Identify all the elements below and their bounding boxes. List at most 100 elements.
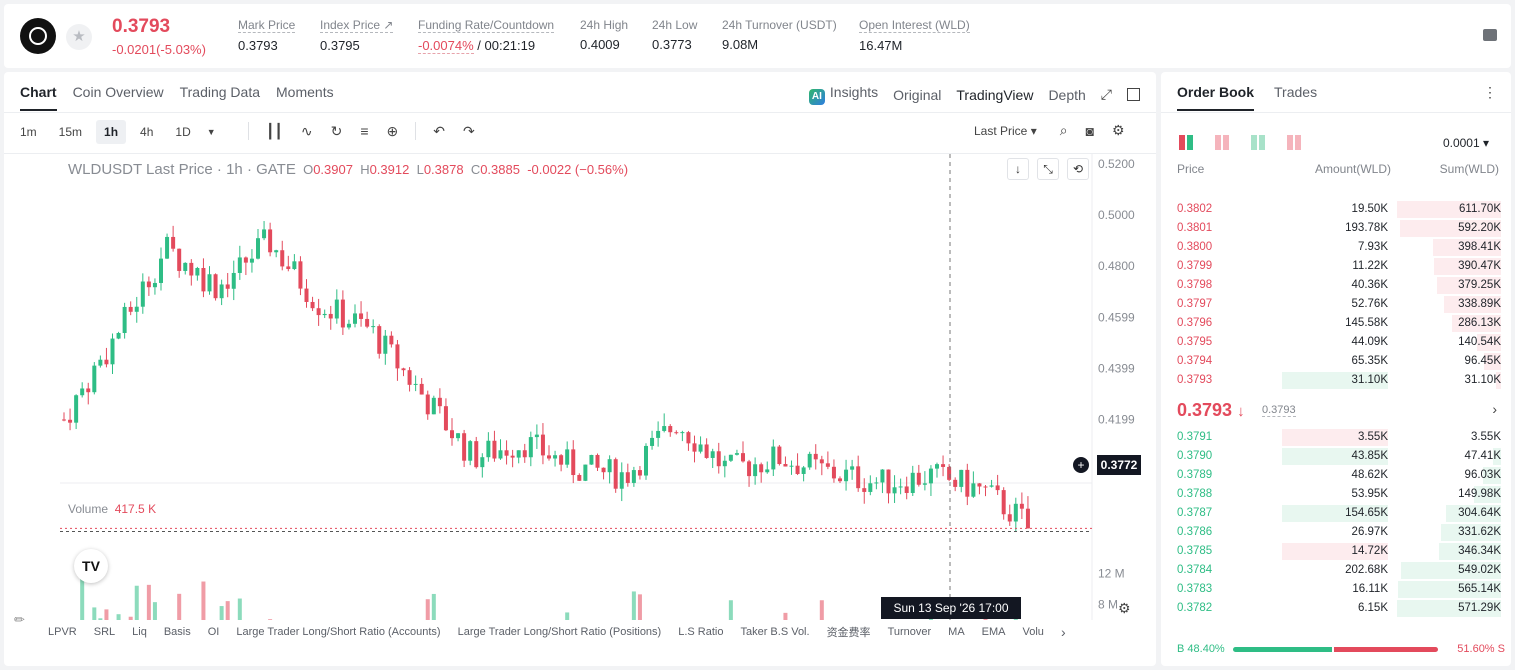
collapse-icon[interactable]: ⤡ xyxy=(1037,158,1059,180)
layout-asks-icon[interactable] xyxy=(1215,135,1230,150)
candle-body xyxy=(462,433,467,461)
ask-row[interactable]: 0.3793 31.10K 31.10K xyxy=(1161,371,1511,390)
chevron-right-icon[interactable]: › xyxy=(1492,401,1497,417)
refresh-icon[interactable]: ⟲ xyxy=(1067,158,1089,180)
bid-row[interactable]: 0.3784 202.68K 549.02K xyxy=(1161,561,1511,580)
ask-row[interactable]: 0.3794 65.35K 96.45K xyxy=(1161,352,1511,371)
timeframe-1m[interactable]: 1m xyxy=(20,125,37,139)
tab-original[interactable]: Original xyxy=(893,86,942,103)
indicator-item[interactable]: Basis xyxy=(163,626,191,638)
chevron-down-icon[interactable]: ▼ xyxy=(206,127,216,137)
row-price: 0.3800 xyxy=(1177,241,1213,253)
ask-row[interactable]: 0.3800 7.93K 398.41K xyxy=(1161,238,1511,257)
bid-row[interactable]: 0.3790 43.85K 47.41K xyxy=(1161,447,1511,466)
book-icon[interactable] xyxy=(1483,29,1497,41)
index-price-stat[interactable]: Index Price ↗ 0.3795 xyxy=(320,18,394,53)
bid-row[interactable]: 0.3785 14.72K 346.34K xyxy=(1161,542,1511,561)
search-icon[interactable]: ⌕ xyxy=(1059,122,1068,138)
timeframe-1h[interactable]: 1h xyxy=(96,120,127,144)
bid-row[interactable]: 0.3783 16.11K 565.14K xyxy=(1161,580,1511,599)
ask-row[interactable]: 0.3801 193.78K 592.20K xyxy=(1161,219,1511,238)
row-sum: 571.29K xyxy=(1458,602,1501,614)
window-icon[interactable] xyxy=(1127,88,1140,101)
bid-row[interactable]: 0.3786 26.97K 331.62K xyxy=(1161,523,1511,542)
arrow-down-icon[interactable]: ↓ xyxy=(1007,158,1029,180)
candle-body xyxy=(450,430,454,439)
tab-coin-overview[interactable]: Coin Overview xyxy=(72,84,164,100)
candle-body xyxy=(486,440,491,458)
indicator-item[interactable]: LPVR xyxy=(48,626,77,638)
add-alert-icon[interactable]: ⊕ xyxy=(386,122,399,139)
ask-row[interactable]: 0.3796 145.58K 286.13K xyxy=(1161,314,1511,333)
favorite-star-icon[interactable]: ★ xyxy=(66,24,92,50)
tab-tradingview[interactable]: TradingView xyxy=(956,86,1034,103)
price-type-select[interactable]: Last Price ▾ xyxy=(974,123,1037,138)
tab-trades[interactable]: Trades xyxy=(1274,84,1318,100)
tab-trading-data[interactable]: Trading Data xyxy=(179,84,261,100)
indicator-item[interactable]: Large Trader Long/Short Ratio (Positions… xyxy=(457,626,662,638)
volume-bar xyxy=(152,602,157,620)
depth-bar xyxy=(1434,258,1501,275)
ask-row[interactable]: 0.3798 40.36K 379.25K xyxy=(1161,276,1511,295)
redo-icon[interactable]: ↷ xyxy=(462,122,475,139)
indicator-item[interactable]: Liq xyxy=(132,626,147,638)
pencil-icon[interactable]: ✏ xyxy=(14,612,25,627)
volume-bar xyxy=(431,593,436,620)
bid-row[interactable]: 0.3791 3.55K 3.55K xyxy=(1161,428,1511,447)
candle-body xyxy=(371,326,376,328)
candle-body xyxy=(1001,490,1006,515)
replay-icon[interactable]: ↻ xyxy=(330,122,343,139)
add-order-icon[interactable]: + xyxy=(1072,456,1090,474)
indicator-item[interactable]: EMA xyxy=(981,626,1006,638)
arrow-down-icon: ↓ xyxy=(1237,403,1245,420)
bid-row[interactable]: 0.3782 6.15K 571.29K xyxy=(1161,599,1511,618)
layout-bids-icon[interactable] xyxy=(1251,135,1266,150)
tab-chart[interactable]: Chart xyxy=(20,84,57,111)
camera-icon[interactable]: ◙ xyxy=(1085,122,1095,139)
candle-type-icon[interactable]: ┃┃ xyxy=(266,122,283,139)
layout-amount-icon[interactable] xyxy=(1287,135,1302,150)
tab-insights[interactable]: AI Insights xyxy=(808,84,878,105)
chart-settings-icon[interactable]: ⚙ xyxy=(1118,600,1131,616)
indicator-item[interactable]: Volu xyxy=(1022,626,1044,638)
candle-body xyxy=(346,323,351,328)
chart-controls: ↓ ⤡ ⟲ xyxy=(1007,158,1089,180)
indicator-icon[interactable]: ∿ xyxy=(300,122,313,139)
indicator-item[interactable]: 资金费率 xyxy=(826,627,871,639)
price-chart[interactable]: 0.5200 0.5000 0.4800 0.4599 0.4399 0.4199 0.39… xyxy=(4,154,1156,620)
indicator-item[interactable]: Turnover xyxy=(887,626,932,638)
bid-row[interactable]: 0.3788 53.95K 149.98K xyxy=(1161,485,1511,504)
tab-moments[interactable]: Moments xyxy=(276,84,334,100)
bid-row[interactable]: 0.3789 48.62K 96.03K xyxy=(1161,466,1511,485)
timeframe-4h[interactable]: 4h xyxy=(140,125,154,139)
row-price: 0.3802 xyxy=(1177,203,1213,215)
indicator-item[interactable]: SRL xyxy=(93,626,116,638)
bid-row[interactable]: 0.3787 154.65K 304.64K xyxy=(1161,504,1511,523)
ask-row[interactable]: 0.3797 52.76K 338.89K xyxy=(1161,295,1511,314)
indicator-item[interactable]: L.S Ratio xyxy=(678,626,724,638)
candle-body xyxy=(146,281,151,288)
expand-icon[interactable]: ⤢ xyxy=(1100,86,1112,102)
more-menu-icon[interactable]: ⋮ xyxy=(1483,84,1497,100)
undo-icon[interactable]: ↶ xyxy=(433,122,445,139)
tradingview-logo[interactable]: TV xyxy=(74,549,108,583)
layout-both-icon[interactable] xyxy=(1179,135,1194,150)
mid-price[interactable]: 0.3793 ↓ xyxy=(1177,400,1245,421)
indicator-item[interactable]: Taker B.S Vol. xyxy=(740,626,810,638)
gear-icon[interactable]: ⚙ xyxy=(1112,122,1125,138)
indicator-item[interactable]: MA xyxy=(948,626,965,638)
volume-bar xyxy=(146,584,151,620)
ask-row[interactable]: 0.3795 44.09K 140.54K xyxy=(1161,333,1511,352)
indicator-item[interactable]: Large Trader Long/Short Ratio (Accounts) xyxy=(236,626,441,638)
low-24h-stat: 24h Low 0.3773 xyxy=(652,18,697,52)
timeframe-15m[interactable]: 15m xyxy=(58,125,83,139)
precision-select[interactable]: 0.0001 ▾ xyxy=(1442,136,1489,150)
layout-icon[interactable]: ≡ xyxy=(360,123,369,139)
chevron-right-icon[interactable]: › xyxy=(1060,624,1066,640)
tab-depth[interactable]: Depth xyxy=(1048,86,1086,103)
tab-order-book[interactable]: Order Book xyxy=(1177,84,1255,111)
indicator-item[interactable]: OI xyxy=(207,626,220,638)
timeframe-1d[interactable]: 1D xyxy=(175,125,191,139)
ask-row[interactable]: 0.3799 11.22K 390.47K xyxy=(1161,257,1511,276)
ask-row[interactable]: 0.3802 19.50K 611.70K xyxy=(1161,200,1511,219)
